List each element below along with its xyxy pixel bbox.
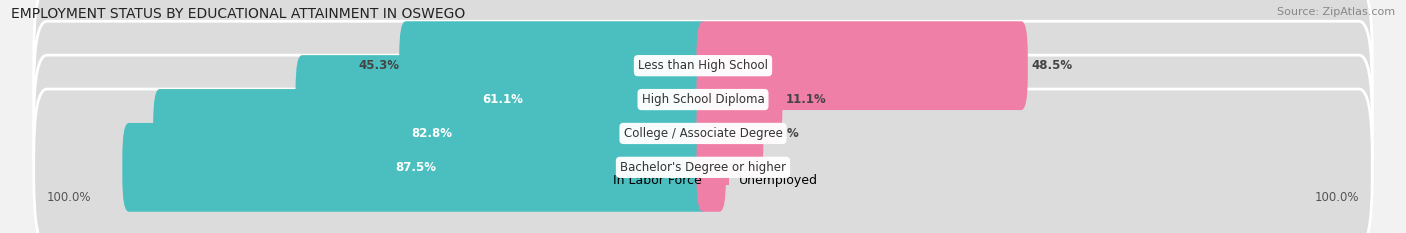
FancyBboxPatch shape bbox=[122, 123, 710, 212]
Text: 100.0%: 100.0% bbox=[46, 191, 91, 204]
FancyBboxPatch shape bbox=[696, 55, 782, 144]
Legend: In Labor Force, Unemployed: In Labor Force, Unemployed bbox=[583, 169, 823, 192]
FancyBboxPatch shape bbox=[399, 21, 710, 110]
Text: 2.5%: 2.5% bbox=[730, 161, 762, 174]
FancyBboxPatch shape bbox=[696, 123, 725, 212]
Text: 48.5%: 48.5% bbox=[1031, 59, 1073, 72]
FancyBboxPatch shape bbox=[295, 55, 710, 144]
Text: 11.1%: 11.1% bbox=[786, 93, 827, 106]
FancyBboxPatch shape bbox=[696, 89, 763, 178]
Text: 82.8%: 82.8% bbox=[411, 127, 451, 140]
FancyBboxPatch shape bbox=[34, 21, 1372, 178]
Text: College / Associate Degree: College / Associate Degree bbox=[624, 127, 782, 140]
Text: 8.2%: 8.2% bbox=[766, 127, 800, 140]
Text: 45.3%: 45.3% bbox=[359, 59, 399, 72]
Text: Less than High School: Less than High School bbox=[638, 59, 768, 72]
Text: Bachelor's Degree or higher: Bachelor's Degree or higher bbox=[620, 161, 786, 174]
Text: 87.5%: 87.5% bbox=[395, 161, 436, 174]
FancyBboxPatch shape bbox=[696, 21, 1028, 110]
FancyBboxPatch shape bbox=[153, 89, 710, 178]
Text: 61.1%: 61.1% bbox=[482, 93, 523, 106]
Text: 100.0%: 100.0% bbox=[1315, 191, 1360, 204]
FancyBboxPatch shape bbox=[34, 89, 1372, 233]
Text: EMPLOYMENT STATUS BY EDUCATIONAL ATTAINMENT IN OSWEGO: EMPLOYMENT STATUS BY EDUCATIONAL ATTAINM… bbox=[11, 7, 465, 21]
Text: High School Diploma: High School Diploma bbox=[641, 93, 765, 106]
FancyBboxPatch shape bbox=[34, 55, 1372, 212]
FancyBboxPatch shape bbox=[34, 0, 1372, 144]
Text: Source: ZipAtlas.com: Source: ZipAtlas.com bbox=[1277, 7, 1395, 17]
